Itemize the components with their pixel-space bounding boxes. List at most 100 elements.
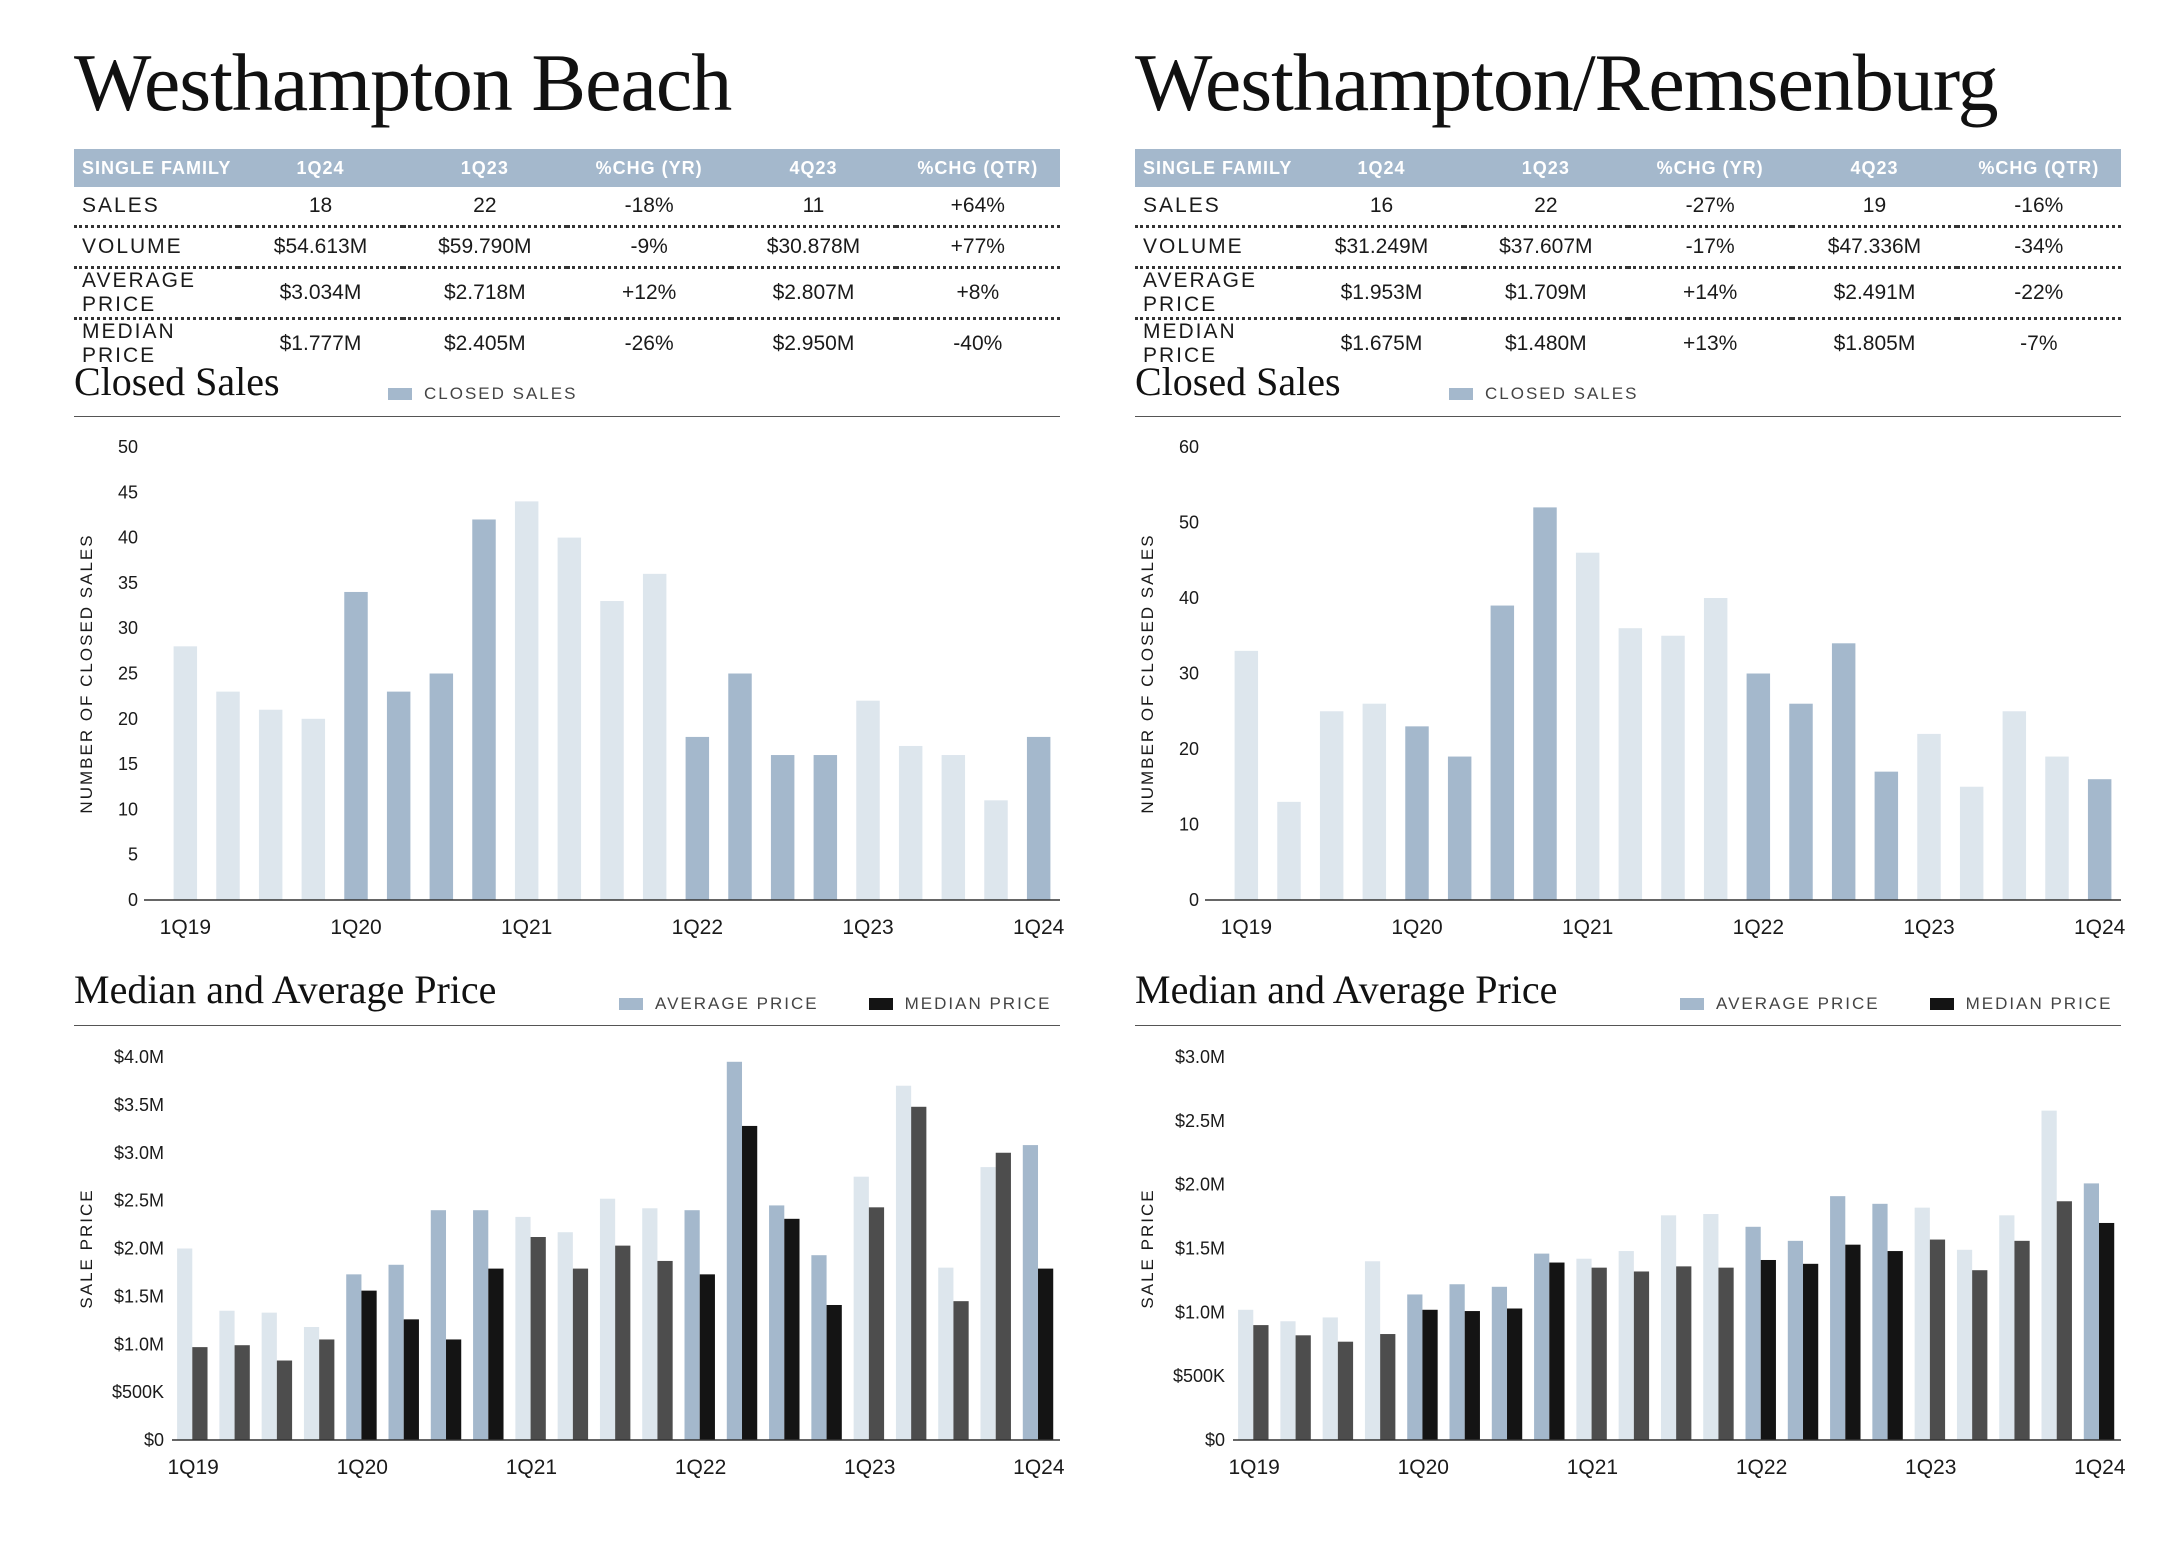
bar-median-price [1887,1251,1903,1440]
legend-label: CLOSED SALES [1485,384,1639,403]
table-cell: -27% [1627,187,1793,228]
table-cell: -22% [1956,267,2121,320]
bar [386,691,411,900]
legend-swatch-median-price [1929,998,1954,1010]
bar-average-price [895,1085,912,1440]
y-tick-label: $500K [112,1382,164,1402]
bar [1746,673,1771,900]
x-tick-label: 1Q22 [1736,1456,1787,1479]
x-tick-label: 1Q19 [1221,916,1272,939]
bar-median-price [868,1207,885,1440]
bar [301,718,326,900]
table-header: SINGLE FAMILY [74,149,239,187]
closed-sales-legend: CLOSED SALES [388,384,577,404]
bar [2045,756,2069,900]
bar-median-price [699,1274,715,1440]
bar-median-price [826,1304,842,1440]
closed-sales-legend: CLOSED SALES [1449,384,1638,404]
y-tick-label: $2.0M [114,1239,164,1259]
bar [344,591,368,900]
table-cell: MEDIAN PRICE [1143,320,1237,367]
bar [1405,726,1429,900]
table-cell: $2.807M [731,267,896,320]
x-tick-label: 1Q22 [1733,916,1784,939]
x-tick-label: 1Q21 [506,1456,557,1479]
table-cell: 22 [402,187,567,228]
table-row: VOLUME $54.613M $59.790M -9% $30.878M +7… [74,226,1060,269]
closed-sales-title: Closed Sales [1135,359,1341,404]
table-cell: -9% [566,226,732,269]
table-cell: $3.034M [238,267,403,320]
bar-median-price [319,1339,335,1440]
table-cell: 19 [1792,187,1957,228]
bar-median-price [1676,1266,1692,1440]
y-tick-label: 50 [1179,513,1199,533]
bar [514,501,539,900]
table-cell: $2.950M [772,332,855,355]
table-row: VOLUME $31.249M $37.607M -17% $47.336M -… [1135,226,2121,269]
legend-swatch-closed-sales [388,388,412,400]
legend-label: AVERAGE PRICE [655,994,819,1013]
bar-median-price [361,1290,377,1440]
price-chart: SALE PRICE $0 $500K $1.0M $1.5M $2.0M $2.5M $3.… [77,1047,1065,1479]
table-cell: -7% [2020,332,2058,355]
y-tick-label: 15 [118,754,138,774]
bar-average-price [1534,1253,1550,1440]
y-tick-label: $1.0M [1175,1302,1225,1322]
table-header: 1Q23 [1463,149,1628,187]
y-tick-label: 10 [1179,815,1199,835]
price-chart: SALE PRICE $0 $500K $1.0M $1.5M $2.0M $2.5M $3.… [1138,1047,2126,1479]
legend-label: AVERAGE PRICE [1716,994,1880,1013]
bar-median-price [1507,1308,1523,1440]
bar-average-price [1872,1203,1888,1440]
table-cell: $31.249M [1299,226,1464,269]
table-cell: SALES [74,187,239,228]
table-cell: -40% [953,332,1003,355]
table-cell: +12% [566,267,732,320]
bar-average-price [726,1061,743,1440]
y-tick-label: 30 [118,618,138,638]
x-tick-label: 1Q24 [2074,916,2126,939]
bar-median-price [1038,1268,1054,1440]
bar [258,709,283,900]
page-title: Westhampton Beach [74,37,732,128]
y-tick-label: 0 [1189,890,1199,910]
x-tick-label: 1Q23 [1905,1456,1956,1479]
bar-median-price [1253,1325,1269,1440]
bar [429,673,454,900]
bar-average-price [1999,1215,2015,1440]
bar-average-price [599,1198,616,1440]
table-header-row: SINGLE FAMILY 1Q24 1Q23 %CHG (YR) 4Q23 %… [1135,149,2121,187]
table-cell: $2.718M [402,267,567,320]
bar-median-price [1718,1267,1734,1440]
bar [898,745,923,900]
y-tick-label: $0 [144,1430,164,1450]
closed-sales-chart: NUMBER OF CLOSED SALES 0 5 10 15 20 25 30 35 40 45… [77,437,1065,939]
y-tick-label: 40 [1179,588,1199,608]
y-tick-label: $3.0M [114,1143,164,1163]
price-chart-title: Median and Average Price [1135,967,1558,1012]
y-tick-label: $2.5M [1175,1111,1225,1131]
table-header: SINGLE FAMILY [1135,149,1300,187]
bar [728,673,752,900]
bar-average-price [1364,1261,1381,1440]
stats-table: SINGLE FAMILY 1Q24 1Q23 %CHG (YR) 4Q23 %… [74,149,1060,368]
bar-median-price [2099,1222,2115,1440]
bar-median-price [530,1237,546,1440]
table-cell: AVERAGE PRICE [74,267,239,320]
bar [941,755,966,900]
bar-average-price [1787,1240,1804,1440]
bar-average-price [1914,1207,1930,1440]
bar [1575,552,1600,900]
y-tick-label: 20 [118,709,138,729]
section-divider [1135,416,2121,417]
bar-average-price [1660,1215,1677,1440]
bar-average-price [642,1208,658,1440]
bar-average-price [177,1248,193,1440]
bar-average-price [1322,1317,1338,1440]
bar [1362,703,1387,900]
bar-median-price [1845,1244,1861,1440]
bar-median-price [784,1218,800,1440]
bar-average-price [2041,1110,2057,1440]
bar [1277,801,1301,900]
